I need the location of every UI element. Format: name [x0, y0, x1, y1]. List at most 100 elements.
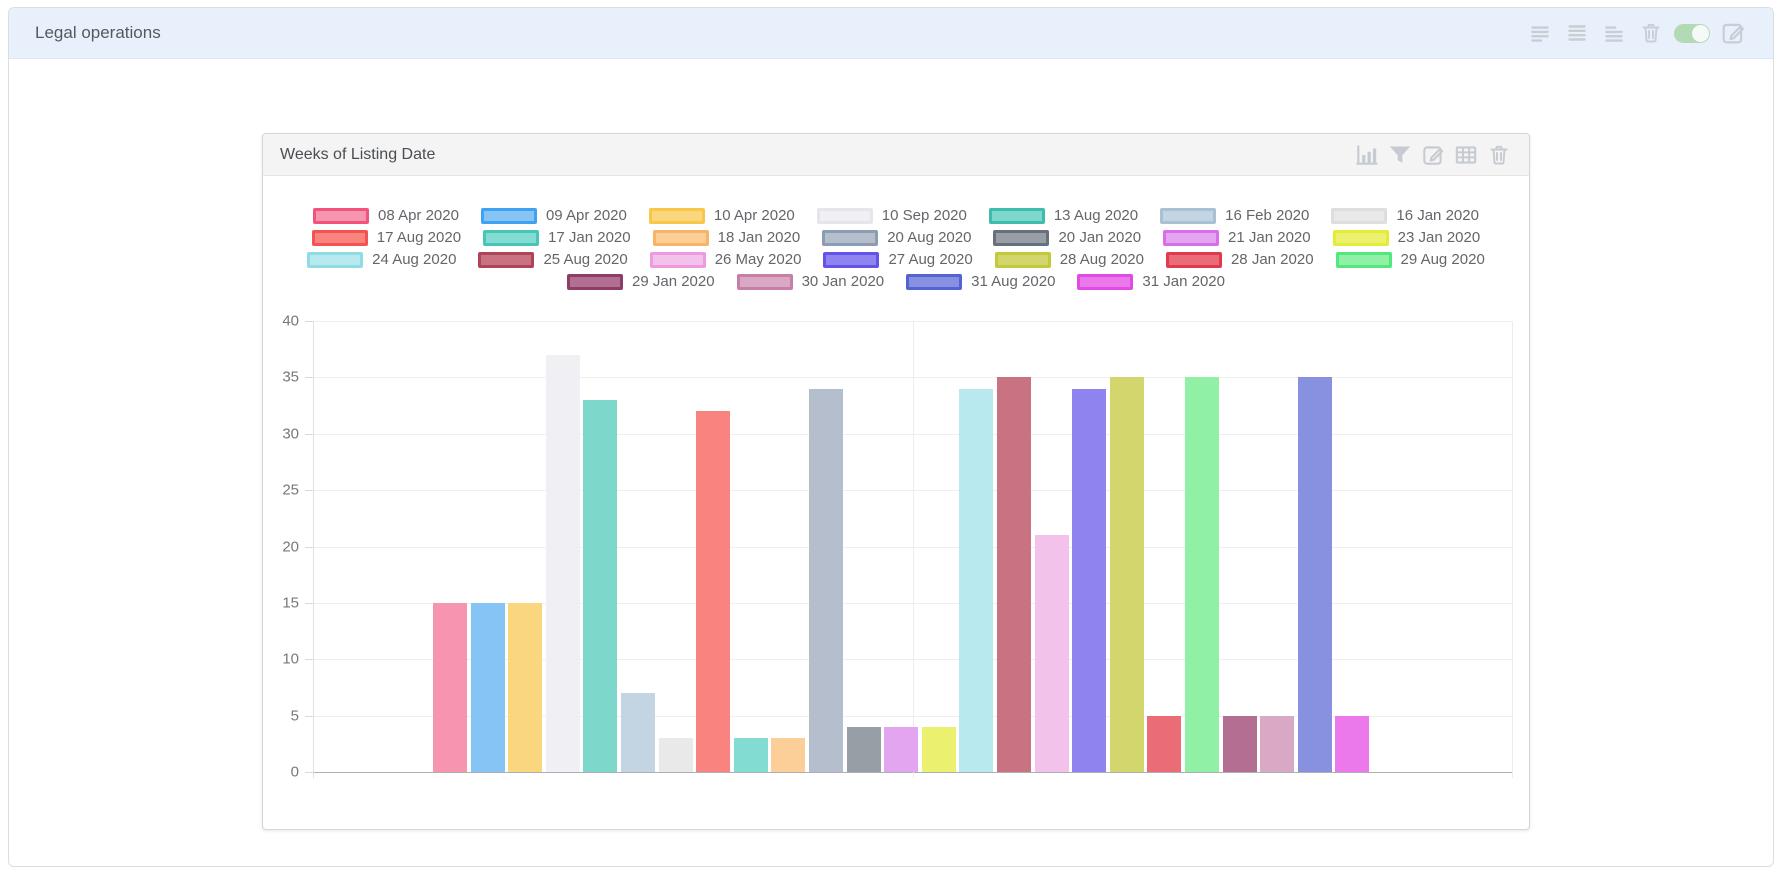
chart-bar[interactable]: [1109, 377, 1144, 772]
legend-item[interactable]: 29 Aug 2020: [1335, 251, 1485, 268]
y-tick-label: 30: [282, 425, 299, 443]
legend-swatch: [816, 207, 873, 224]
y-tick-mark: [305, 490, 313, 492]
y-tick-mark: [305, 377, 313, 379]
chart-bar[interactable]: [733, 738, 768, 772]
legend-item[interactable]: 25 Aug 2020: [478, 251, 628, 268]
edit-icon[interactable]: [1719, 19, 1747, 47]
y-axis-line: [313, 321, 314, 778]
chart-bar[interactable]: [1185, 377, 1219, 772]
legend-swatch: [906, 273, 963, 290]
bar-chart-icon[interactable]: [1354, 142, 1380, 168]
chart-bar[interactable]: [921, 726, 956, 772]
y-tick-label: 15: [282, 594, 299, 612]
legend-item[interactable]: 27 Aug 2020: [823, 251, 973, 268]
legend-item[interactable]: 26 May 2020: [649, 251, 802, 268]
legend-swatch: [313, 207, 370, 224]
legend-swatch: [823, 251, 880, 268]
legend-item[interactable]: 31 Jan 2020: [1077, 273, 1225, 290]
y-tick-mark: [305, 659, 313, 661]
legend-swatch: [567, 273, 623, 290]
legend-item[interactable]: 20 Jan 2020: [993, 229, 1141, 246]
legend-item[interactable]: 17 Aug 2020: [311, 229, 461, 246]
chart-bar[interactable]: [658, 738, 693, 772]
legend-item[interactable]: 13 Aug 2020: [988, 207, 1139, 224]
rows-medium-icon[interactable]: [1563, 19, 1591, 47]
y-tick-label: 10: [282, 650, 299, 668]
legend-item[interactable]: 10 Apr 2020: [648, 207, 795, 224]
chart-bar[interactable]: [470, 602, 505, 772]
legend-swatch: [1332, 229, 1389, 246]
legend-label: 09 Apr 2020: [545, 207, 627, 224]
legend-label: 31 Aug 2020: [971, 273, 1056, 290]
chart-bar[interactable]: [621, 693, 655, 772]
legend-item[interactable]: 31 Aug 2020: [906, 273, 1055, 290]
edit-chart-icon[interactable]: [1420, 142, 1446, 168]
y-tick-mark: [305, 602, 313, 604]
legend-swatch: [311, 229, 368, 246]
legend-item[interactable]: 10 Sep 2020: [816, 207, 967, 224]
chart-bar[interactable]: [771, 738, 806, 772]
delete-chart-icon[interactable]: [1486, 142, 1512, 168]
legend-row: 08 Apr 2020 09 Apr 2020 10 Apr 2020 10 Sep …: [263, 207, 1529, 224]
legend-label: 23 Jan 2020: [1397, 229, 1481, 246]
legend-swatch: [994, 251, 1051, 268]
legend-item[interactable]: 28 Aug 2020: [994, 251, 1144, 268]
chart-bar[interactable]: [1072, 388, 1107, 772]
chart-bar[interactable]: [696, 411, 731, 772]
legend-label: 18 Jan 2020: [717, 229, 801, 246]
y-tick-label: 5: [290, 707, 299, 725]
legend-item[interactable]: 16 Feb 2020: [1160, 207, 1309, 224]
legend-item[interactable]: 21 Jan 2020: [1163, 229, 1311, 246]
legend-label: 21 Jan 2020: [1228, 229, 1311, 246]
toggle-switch[interactable]: [1674, 23, 1710, 43]
chart-bar[interactable]: [1297, 377, 1332, 772]
bar-chart-plot: 0 5 10 15 20 25 30 35 40: [282, 313, 1513, 781]
legend-item[interactable]: 18 Jan 2020: [652, 229, 801, 246]
legend-item[interactable]: 08 Apr 2020: [313, 207, 459, 224]
main-panel: Legal operations: [8, 7, 1774, 867]
legend-item[interactable]: 09 Apr 2020: [480, 207, 627, 224]
legend-item[interactable]: 20 Aug 2020: [822, 229, 971, 246]
legend-label: 25 Aug 2020: [543, 251, 628, 268]
table-icon[interactable]: [1453, 142, 1479, 168]
chart-bar[interactable]: [959, 388, 994, 772]
chart-bar[interactable]: [1034, 535, 1069, 772]
legend-swatch: [1160, 207, 1217, 224]
legend-item[interactable]: 28 Jan 2020: [1165, 251, 1314, 268]
trash-icon[interactable]: [1637, 19, 1665, 47]
legend-swatch: [649, 251, 706, 268]
chart-bar[interactable]: [433, 602, 467, 772]
legend-item[interactable]: 23 Jan 2020: [1332, 229, 1481, 246]
chart-bar[interactable]: [884, 726, 919, 772]
legend-swatch: [822, 229, 879, 246]
legend-label: 26 May 2020: [714, 251, 802, 268]
chart-bar[interactable]: [545, 354, 580, 772]
chart-bar[interactable]: [846, 726, 881, 772]
chart-bar[interactable]: [1222, 715, 1257, 772]
chart-bar[interactable]: [583, 399, 618, 772]
chart-bar[interactable]: [1147, 715, 1182, 772]
chart-bar[interactable]: [997, 377, 1031, 772]
legend-swatch: [1077, 273, 1134, 290]
legend-item[interactable]: 29 Jan 2020: [567, 273, 715, 290]
chart-bar[interactable]: [1260, 715, 1295, 772]
rows-tall-icon[interactable]: [1600, 19, 1628, 47]
chart-bar[interactable]: [809, 388, 843, 772]
filter-icon[interactable]: [1387, 142, 1413, 168]
toggle-knob: [1692, 24, 1709, 42]
chart-bar[interactable]: [1335, 715, 1370, 772]
y-tick-mark: [305, 772, 313, 773]
legend-swatch: [478, 251, 535, 268]
legend-item[interactable]: 16 Jan 2020: [1331, 207, 1479, 224]
legend-item[interactable]: 17 Jan 2020: [483, 229, 631, 246]
legend-label: 31 Jan 2020: [1142, 273, 1225, 290]
legend-label: 13 Aug 2020: [1053, 207, 1139, 224]
rows-compact-icon[interactable]: [1526, 19, 1554, 47]
legend-label: 29 Aug 2020: [1400, 251, 1485, 268]
page-title: Legal operations: [35, 23, 161, 42]
legend-swatch: [480, 207, 537, 224]
legend-item[interactable]: 24 Aug 2020: [307, 251, 456, 268]
legend-item[interactable]: 30 Jan 2020: [736, 273, 884, 290]
chart-bar[interactable]: [508, 602, 543, 772]
